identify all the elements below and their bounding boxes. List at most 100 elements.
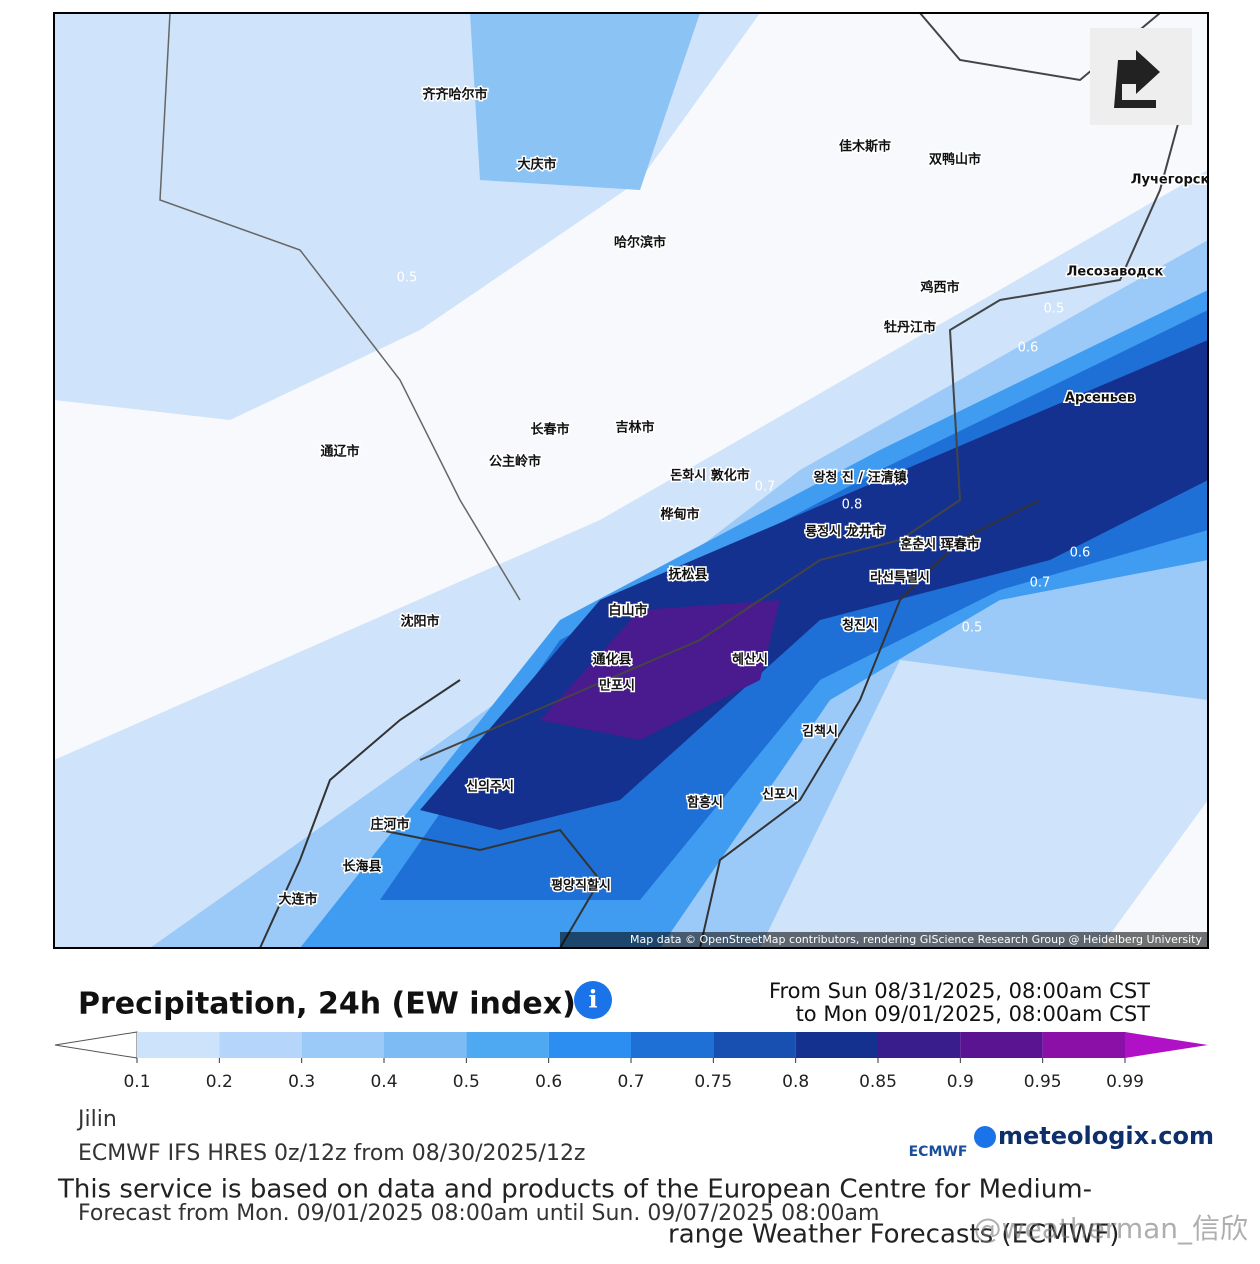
colorbar-under: [54, 1031, 138, 1059]
place-label: 长海县: [342, 859, 381, 875]
coastline: [259, 679, 461, 948]
place-label: 长春市: [530, 422, 569, 438]
place-label: Арсеньев: [1065, 391, 1135, 406]
precip-band: [540, 600, 780, 740]
colorbar-segment: [137, 1032, 220, 1058]
info-glyph[interactable]: i: [588, 985, 597, 1014]
place-label: 公主岭市: [489, 454, 541, 470]
colorbar-tick-label: 0.99: [1106, 1072, 1144, 1092]
place-label: 沈阳市: [400, 614, 439, 630]
place-label: 청진시: [842, 618, 878, 634]
colorbar-segment: [795, 1032, 878, 1058]
colorbar-segment: [301, 1032, 384, 1058]
colorbar-over: [1125, 1032, 1208, 1058]
place-label: 牡丹江市: [884, 320, 936, 336]
place-label: 桦甸市: [660, 507, 699, 523]
place-label: Лесозаводск: [1067, 265, 1164, 280]
place-label: 룡정시 龙井市: [805, 524, 884, 540]
place-label: 吉林市: [615, 420, 654, 436]
place-label: 평양직할시: [551, 878, 611, 894]
colorbar: 0.1 0.2 0.3 0.4 0.5 0.6 0.7 0.75 0.8 0.85 0.9 0.95 0…: [54, 1031, 1208, 1092]
border: [419, 79, 1191, 761]
province-border: [159, 13, 521, 601]
place-label: 齐齐哈尔市: [422, 87, 487, 103]
map-frame: [53, 12, 1209, 949]
colorbar-tick-label: 0.8: [782, 1072, 809, 1092]
meteologix-logo: meteologix.com: [998, 1122, 1214, 1150]
attribution-bg: [560, 932, 1208, 948]
share-button[interactable]: [1090, 28, 1192, 125]
place-label: 通化县: [592, 652, 631, 668]
place-label: 왕청 진 / 汪清镇: [813, 470, 906, 486]
colorbar-tick-label: 0.9: [947, 1072, 974, 1092]
colorbar-tick-label: 0.6: [535, 1072, 562, 1092]
colorbar-segment: [960, 1032, 1043, 1058]
forecast-range: Forecast from Mon. 09/01/2025 08:00am un…: [78, 1201, 879, 1226]
place-label: 大连市: [278, 892, 317, 908]
share-icon[interactable]: [1114, 50, 1160, 108]
place-label: 庄河市: [370, 817, 409, 833]
colorbar-tick-label: 0.2: [206, 1072, 233, 1092]
colorbar-segment: [878, 1032, 961, 1058]
colorbar-segment: [713, 1032, 796, 1058]
contour-label: 0.7: [1030, 576, 1051, 591]
time-to: to Mon 09/01/2025, 08:00am CST: [796, 1002, 1151, 1026]
place-label: 佳木斯市: [839, 139, 891, 155]
colorbar-segment: [219, 1032, 302, 1058]
place-label: 함흥시: [687, 795, 723, 811]
place-label: 신포시: [762, 788, 798, 803]
colorbar-tick-label: 0.1: [123, 1072, 150, 1092]
colorbar-tick-label: 0.85: [859, 1072, 897, 1092]
colorbar-tick-label: 0.7: [617, 1072, 644, 1092]
colorbar-segment: [548, 1032, 631, 1058]
watermark: @weatherman_信欣: [974, 1212, 1248, 1245]
contour-label: 0.6: [1070, 546, 1091, 561]
place-label: 鸡西市: [919, 280, 959, 296]
ecmwf-logo: ECMWF: [909, 1144, 968, 1160]
place-label: 신의주시: [466, 779, 514, 795]
place-label: 双鸭山市: [929, 152, 981, 168]
coastline: [379, 828, 602, 948]
place-label: 抚松县: [668, 567, 707, 583]
notice: range Weather Forecasts (ECMWF): [668, 1220, 1119, 1250]
colorbar-tick-label: 0.75: [694, 1072, 732, 1092]
precip-band: [54, 170, 1208, 948]
info-icon[interactable]: i: [574, 981, 612, 1019]
colorbar-tick-label: 0.3: [288, 1072, 315, 1092]
place-label: 만포시: [599, 678, 635, 694]
time-from: From Sun 08/31/2025, 08:00am CST: [769, 979, 1150, 1003]
place-label: 哈尔滨市: [614, 235, 666, 251]
coastline: [699, 499, 1041, 948]
meteologix-icon: [974, 1126, 996, 1148]
map: Map data © OpenStreetMap contributors, r…: [54, 13, 1208, 948]
colorbar-segment: [466, 1032, 549, 1058]
colorbar-segment: [384, 1032, 467, 1058]
attribution: Map data © OpenStreetMap contributors, r…: [630, 933, 1202, 946]
contour-label: 0.6: [1018, 341, 1039, 356]
info-circle[interactable]: [574, 981, 612, 1019]
colorbar-tick-label: 0.4: [370, 1072, 397, 1092]
colorbar-segment: [1042, 1032, 1125, 1058]
notice: This service is based on data and produc…: [57, 1175, 1092, 1205]
contour-label: 0.7: [755, 480, 776, 495]
place-label: 大庆市: [517, 157, 556, 173]
model-run: ECMWF IFS HRES 0z/12z from 08/30/2025/12…: [78, 1141, 585, 1166]
region: Jilin: [76, 1107, 117, 1132]
precip-band: [470, 13, 700, 190]
place-label: 훈춘시 珲春市: [900, 537, 979, 553]
legend-title: Precipitation, 24h (EW index): [78, 987, 576, 1022]
place-label: 通辽市: [320, 444, 359, 460]
place-label: 라선특별시: [870, 570, 930, 586]
place-label: Лучегорск: [1131, 173, 1210, 188]
colorbar-tick-label: 0.95: [1024, 1072, 1062, 1092]
colorbar-segment: [631, 1032, 714, 1058]
place-label: 白山市: [608, 603, 647, 619]
place-label: 돈화시 敦化市: [670, 468, 749, 484]
contour-label: 0.5: [1044, 302, 1065, 317]
place-label: 혜산시: [732, 652, 768, 668]
contour-label: 0.5: [397, 271, 418, 286]
colorbar-tick-label: 0.5: [453, 1072, 480, 1092]
contour-label: 0.5: [962, 621, 983, 636]
